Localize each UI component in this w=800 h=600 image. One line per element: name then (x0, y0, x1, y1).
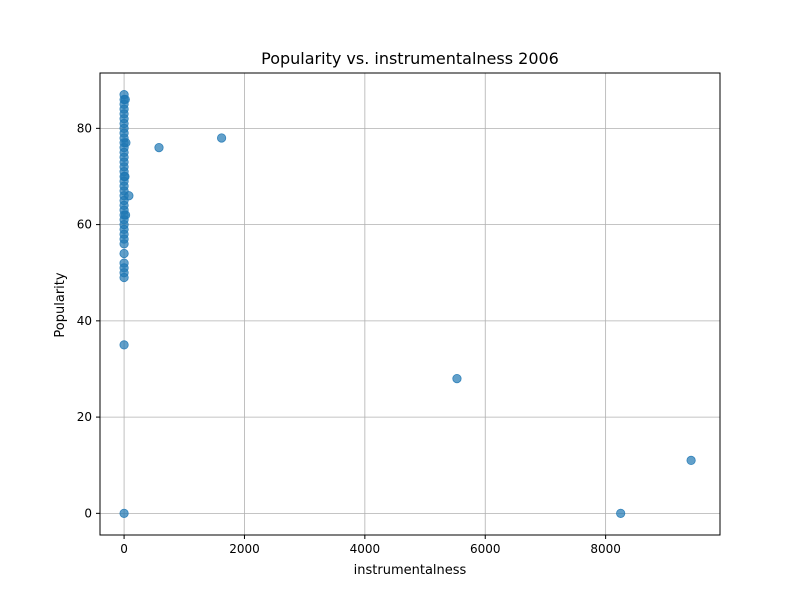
x-tick-label: 0 (120, 542, 128, 556)
data-point (119, 239, 129, 249)
data-point (452, 373, 462, 384)
data-point (119, 272, 129, 283)
y-axis-ticks: 0 20 40 60 80 (77, 121, 100, 520)
data-point (121, 138, 131, 148)
y-axis-label: Popularity (53, 272, 68, 337)
x-tick-label: 8000 (590, 542, 621, 556)
y-tick-label: 20 (77, 410, 92, 424)
data-points (119, 90, 696, 518)
data-point (686, 455, 696, 466)
grid-lines (100, 73, 720, 535)
data-point (119, 508, 129, 518)
chart-title: Popularity vs. instrumentalness 2006 (261, 49, 559, 68)
data-point (616, 508, 626, 518)
y-tick-label: 80 (77, 121, 92, 135)
data-point (124, 191, 134, 201)
data-point (120, 210, 131, 220)
data-point (119, 340, 129, 350)
y-tick-label: 40 (77, 314, 92, 328)
x-axis-ticks: 0 2000 4000 6000 8000 (120, 535, 621, 556)
x-axis-label: instrumentalness (354, 563, 467, 578)
plot-frame (99, 72, 721, 536)
x-tick-label: 6000 (470, 542, 501, 556)
x-tick-label: 2000 (229, 542, 260, 556)
data-point (120, 94, 130, 105)
data-point (120, 171, 130, 182)
x-tick-label: 4000 (350, 542, 381, 556)
data-point (119, 248, 129, 259)
data-point (216, 133, 227, 143)
y-tick-label: 0 (84, 506, 92, 520)
y-tick-label: 60 (77, 218, 92, 232)
data-point (154, 142, 164, 153)
